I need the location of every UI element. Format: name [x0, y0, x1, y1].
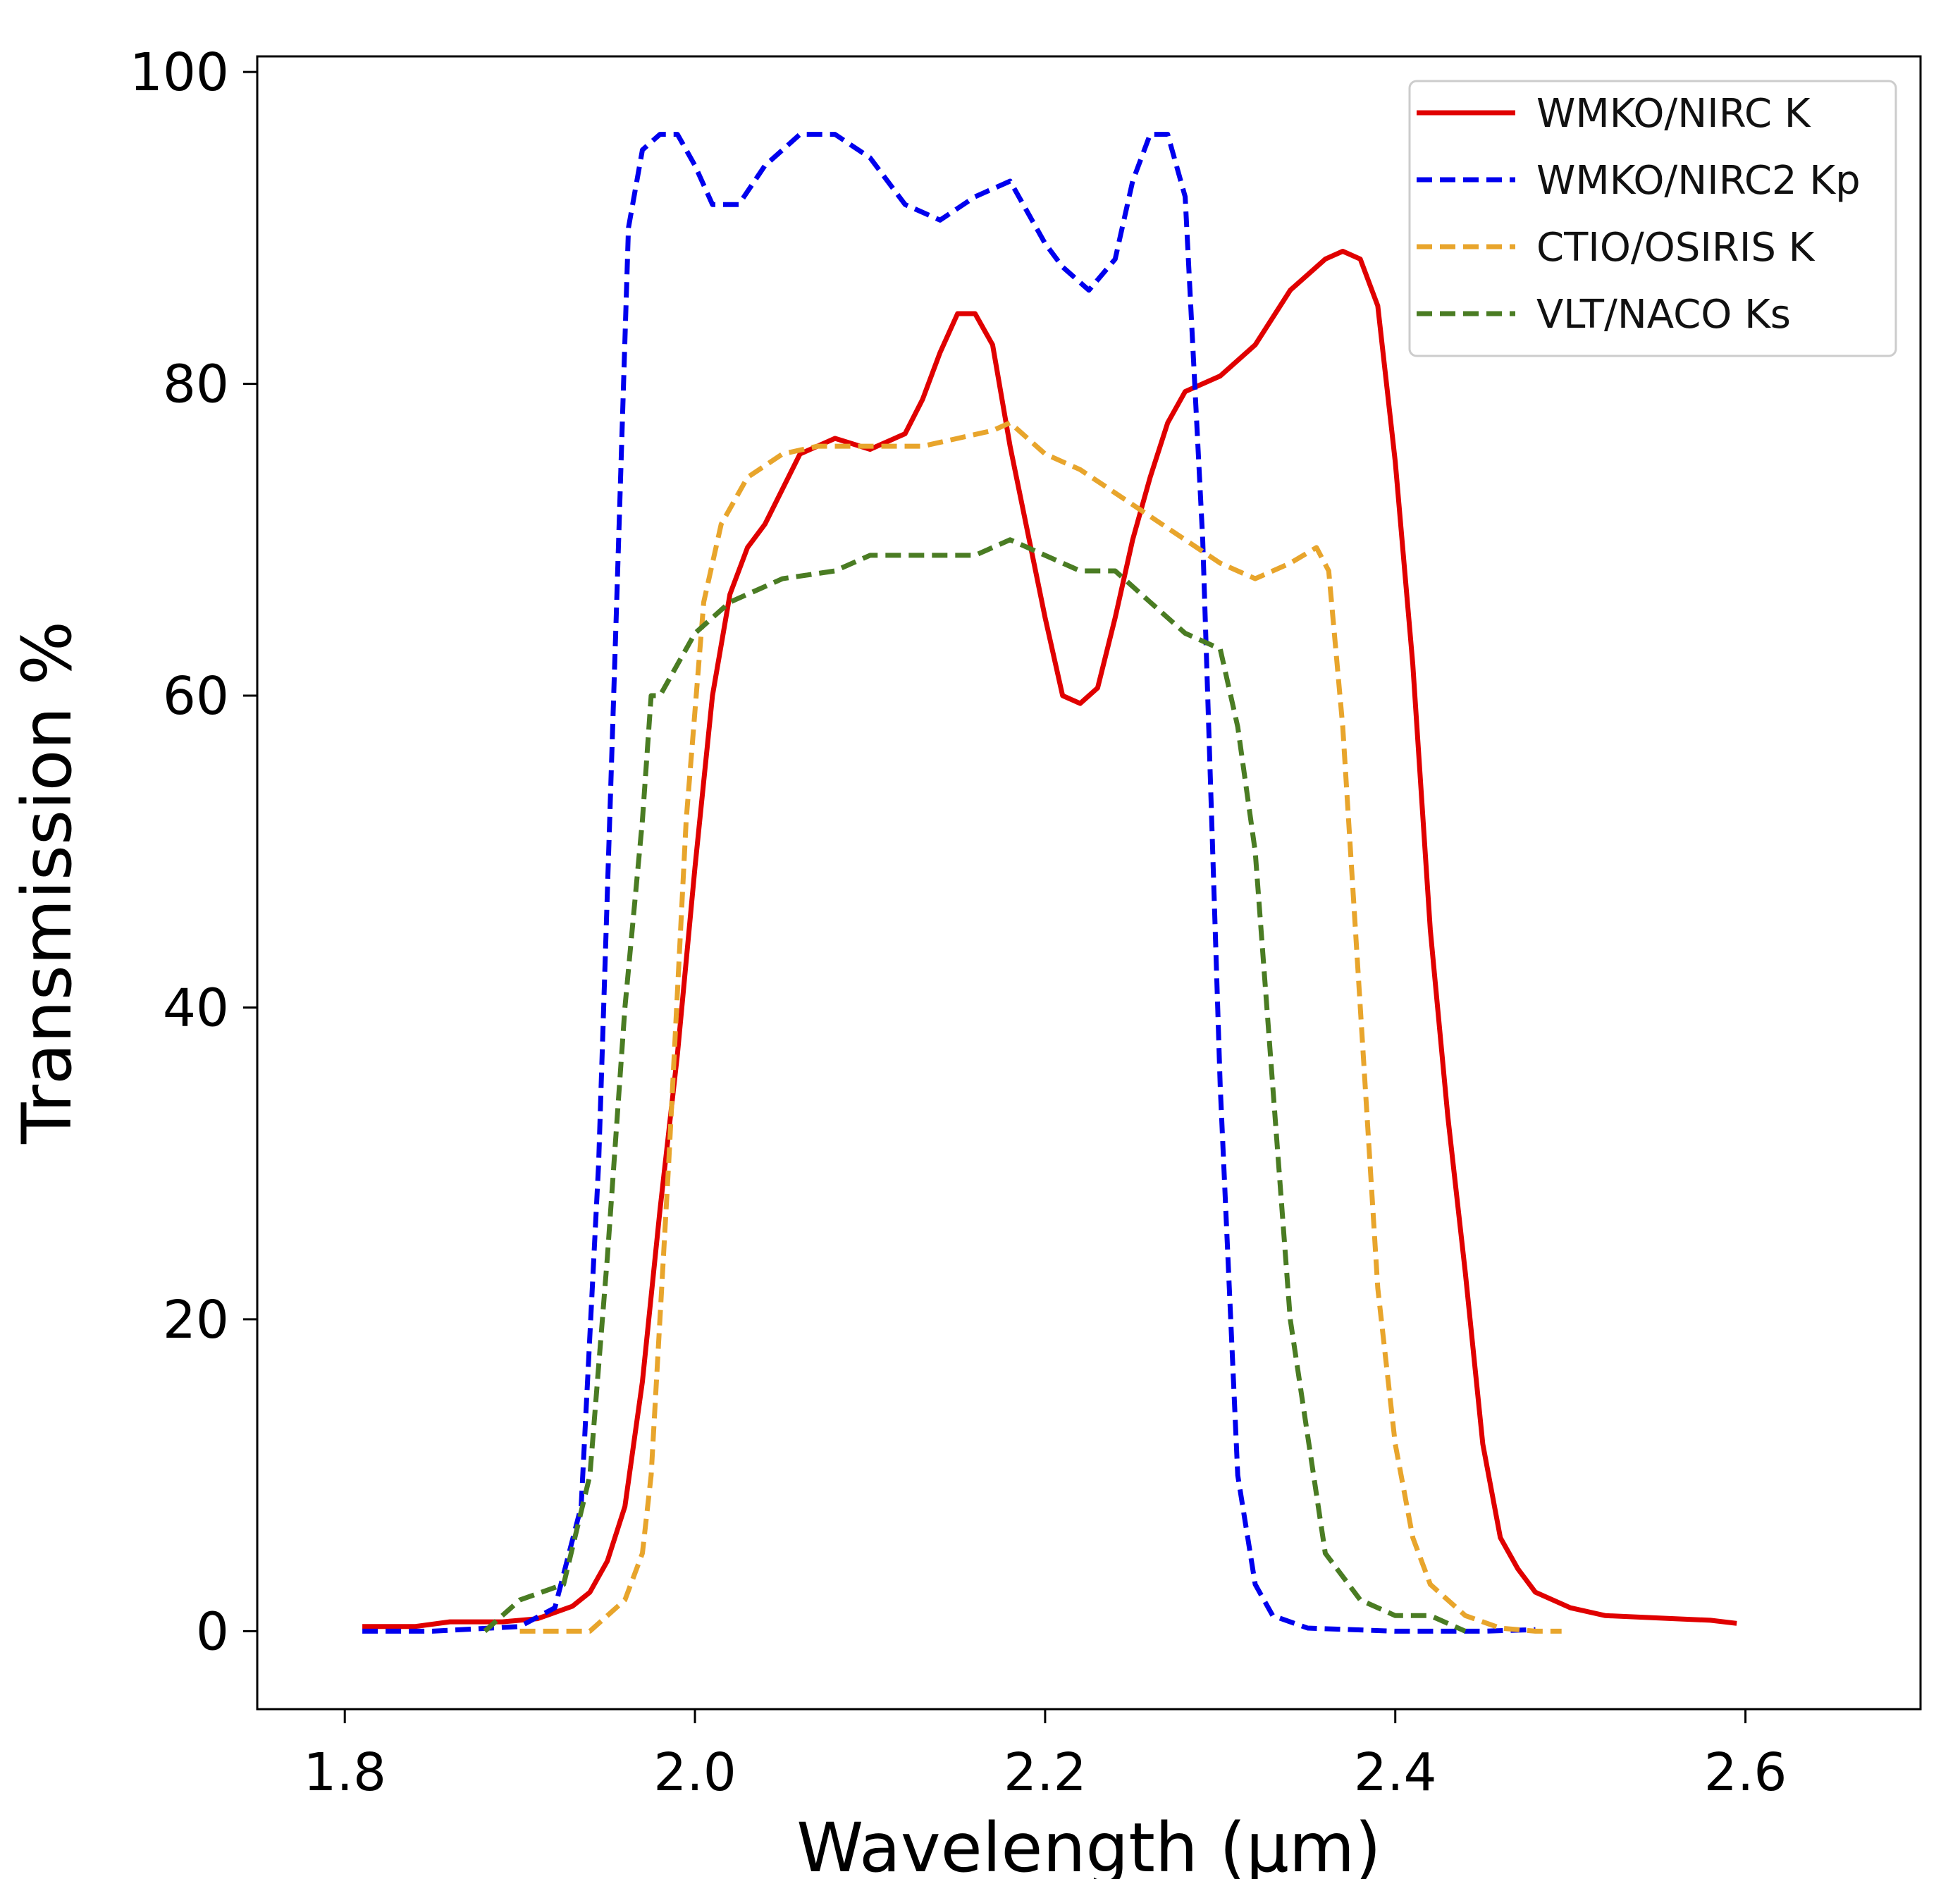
x-tick-label: 2.6: [1704, 1742, 1787, 1803]
series-line-0: [362, 249, 1737, 1630]
x-tick-label: 1.8: [303, 1742, 386, 1803]
x-axis-label: Wavelength (μm): [796, 1809, 1381, 1879]
y-tick-label: 60: [163, 666, 229, 727]
y-tick-label: 40: [163, 978, 229, 1038]
series-line-1: [362, 132, 1536, 1634]
y-tick-label: 0: [196, 1601, 229, 1662]
y-axis: 0 20 40 60 80 100: [130, 42, 257, 1662]
legend-frame: [1408, 80, 1897, 357]
y-tick-label: 20: [163, 1290, 229, 1350]
x-tick-label: 2.2: [1004, 1742, 1087, 1803]
x-tick-label: 2.4: [1354, 1742, 1437, 1803]
series-layer: [362, 132, 1737, 1634]
y-axis-label: Transmission %: [8, 621, 87, 1145]
legend-label-3: VLT/NACO Ks: [1536, 292, 1791, 338]
series-line-2: [519, 420, 1562, 1634]
series-line-3: [483, 537, 1467, 1634]
plot-frame: [256, 55, 1922, 1711]
x-axis: 1.8 2.0 2.2 2.4 2.6: [303, 1709, 1787, 1803]
legend-label-0: WMKO/NIRC K: [1536, 91, 1811, 137]
x-tick-label: 2.0: [653, 1742, 736, 1803]
legend: WMKO/NIRC K WMKO/NIRC2 Kp CTIO/OSIRIS K VLT…: [1408, 80, 1897, 357]
legend-items: WMKO/NIRC K WMKO/NIRC2 Kp CTIO/OSIRIS K VLT…: [1417, 91, 1861, 338]
legend-label-2: CTIO/OSIRIS K: [1536, 225, 1816, 271]
y-tick-label: 80: [163, 355, 229, 415]
legend-label-1: WMKO/NIRC2 Kp: [1536, 158, 1861, 204]
y-tick-label: 100: [130, 42, 229, 103]
